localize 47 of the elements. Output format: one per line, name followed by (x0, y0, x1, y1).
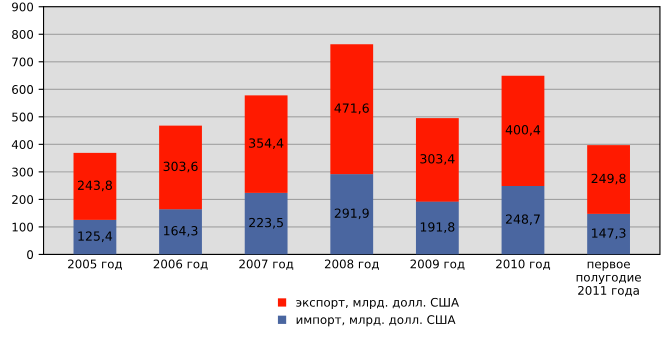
y-tick-label: 400 (12, 140, 34, 149)
x-tick-label: 2010 год (496, 260, 550, 270)
bar (159, 126, 202, 210)
x-tick-label: 2008 год (324, 260, 379, 270)
data-label: 303,4 (420, 154, 455, 165)
bar (244, 95, 288, 193)
y-tick-label: 200 (12, 195, 34, 204)
bar (416, 202, 459, 254)
bar (416, 118, 459, 202)
data-label: 125,4 (78, 231, 112, 242)
bar (244, 192, 288, 254)
data-label: 303,6 (164, 162, 198, 172)
data-label: 223,5 (249, 218, 283, 229)
data-label: 248,7 (506, 214, 540, 226)
bar (587, 214, 630, 254)
x-tick-label: 2007 год (239, 260, 294, 270)
x-tick-label: 2005 год (68, 260, 122, 270)
x-tick-label: первое полугодие 2011 года (576, 262, 641, 296)
bar (330, 174, 374, 254)
bar (587, 145, 630, 214)
bar (502, 186, 544, 254)
data-label: 249,8 (592, 174, 626, 184)
y-tick-label: 100 (12, 222, 34, 232)
bar (502, 76, 544, 186)
bar (74, 220, 116, 254)
data-label: 471,6 (334, 103, 369, 114)
data-label: 147,3 (592, 228, 626, 240)
y-tick-label: 600 (12, 85, 34, 94)
x-tick-label: 2009 год (410, 260, 464, 270)
data-label: 400,4 (506, 125, 540, 136)
data-label: 354,4 (249, 138, 284, 150)
data-label: 164,3 (164, 226, 198, 237)
y-tick-label: 800 (12, 30, 34, 39)
bar (159, 209, 202, 254)
y-tick-label: 0 (27, 250, 34, 260)
y-tick-label: 900 (12, 2, 34, 12)
bar (74, 152, 116, 220)
data-label: 191,8 (420, 222, 454, 233)
y-tick-label: 500 (12, 112, 34, 122)
legend-label: импорт, млрд. долл. США (296, 315, 456, 326)
y-tick-label: 700 (12, 58, 34, 66)
y-tick-label: 300 (12, 168, 34, 177)
bar (330, 44, 374, 174)
x-tick-label: 2006 год (154, 260, 208, 270)
data-label: 291,9 (334, 208, 369, 220)
data-label: 243,8 (78, 180, 112, 192)
legend-label: экспорт, млрд. долл. США (296, 298, 459, 310)
